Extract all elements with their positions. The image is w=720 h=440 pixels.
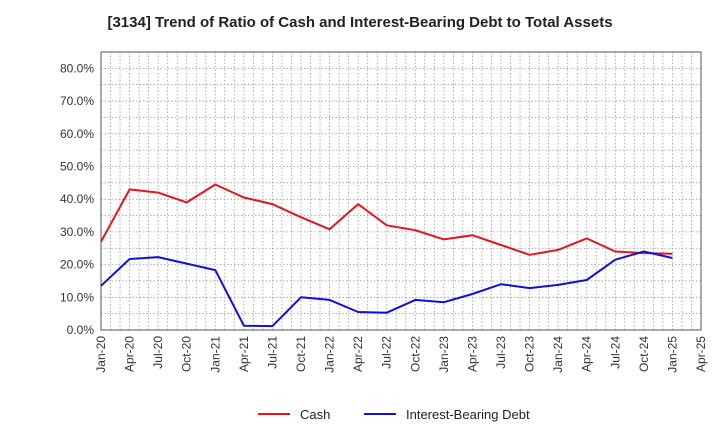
y-tick-label: 40.0% [60,192,94,206]
y-tick-label: 80.0% [60,61,94,75]
x-tick-label: Jan-21 [208,336,222,373]
legend-label: Cash [300,407,330,422]
x-tick-label: Apr-21 [237,336,251,372]
x-tick-label: Oct-21 [294,336,308,372]
x-tick-label: Apr-25 [694,336,708,372]
chart-title: [3134] Trend of Ratio of Cash and Intere… [107,14,613,31]
y-tick-label: 70.0% [60,94,94,108]
x-tick-label: Jan-24 [551,336,565,373]
x-tick-label: Jul-21 [265,336,279,369]
y-tick-label: 0.0% [67,323,95,337]
x-tick-label: Jul-24 [608,336,622,369]
x-tick-label: Oct-20 [180,336,194,372]
x-axis-tick-labels: Jan-20 Apr-20 Jul-20 Oct-20 Jan-21 Apr-21 Jul-… [94,336,708,373]
interest-bearing-debt-line [100,250,673,328]
x-tick-label: Jul-20 [151,336,165,369]
y-tick-label: 50.0% [60,159,94,173]
x-tick-label: Oct-24 [637,336,651,372]
y-tick-label: 30.0% [60,225,94,239]
x-tick-label: Apr-23 [465,336,479,372]
grid-lines [101,52,701,330]
legend-label: Interest-Bearing Debt [406,407,530,422]
y-axis-tick-labels: 0.0% 10.0% 20.0% 30.0% 40.0% 50.0% 60.0% 70.0% 8… [60,61,94,337]
series-lines [100,183,673,328]
x-tick-label: Apr-22 [351,336,365,372]
y-tick-label: 60.0% [60,127,94,141]
x-tick-label: Apr-24 [580,336,594,372]
y-tick-label: 20.0% [60,258,94,272]
cash-line [100,183,673,256]
x-tick-label: Oct-22 [408,336,422,372]
plot-area-frame [100,51,702,331]
x-tick-label: Jul-23 [494,336,508,369]
x-tick-label: Jan-23 [437,336,451,373]
y-tick-label: 10.0% [60,290,94,304]
x-tick-label: Oct-23 [523,336,537,372]
x-tick-label: Jan-20 [94,336,108,373]
x-tick-label: Jan-25 [665,336,679,373]
x-tick-label: Apr-20 [123,336,137,372]
x-tick-label: Jul-22 [380,336,394,369]
x-tick-label: Jan-22 [323,336,337,373]
legend: Cash Interest-Bearing Debt [258,407,530,422]
